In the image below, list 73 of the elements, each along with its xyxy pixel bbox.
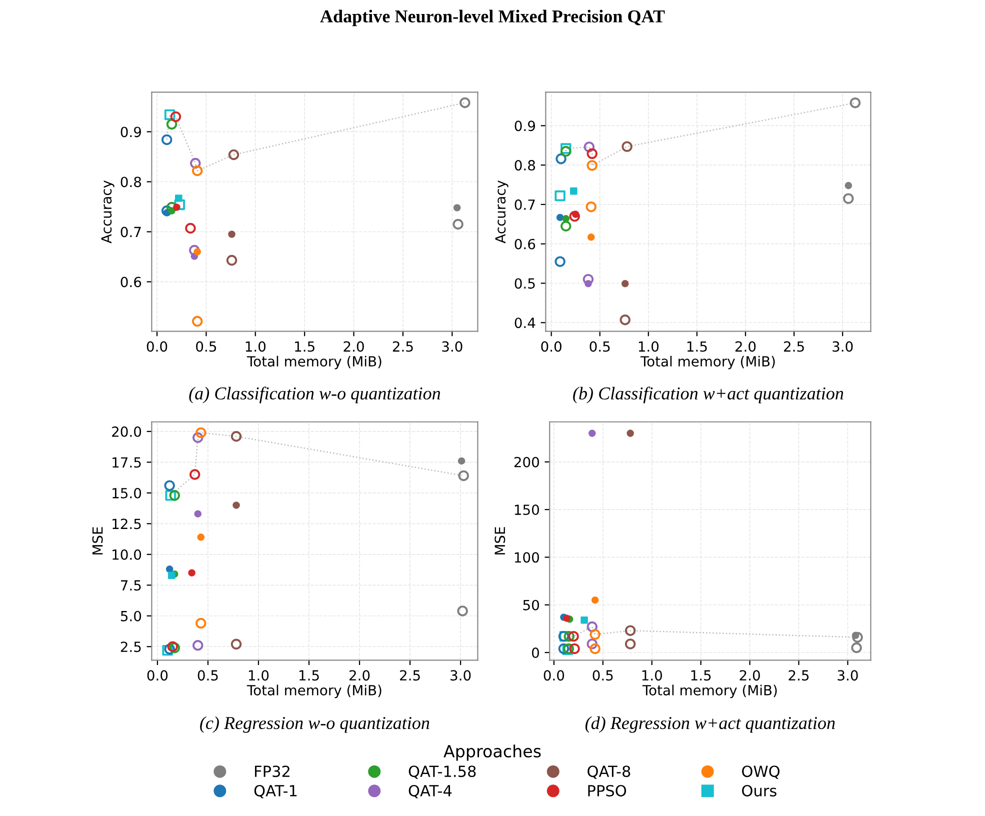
x-tick-label: 3.0 [450,670,471,681]
x-tick-label: 2.0 [740,670,760,681]
x-tick-label: 1.5 [299,670,319,681]
x-tick-label: 1.5 [691,670,711,681]
legend-label: QAT-4 [408,784,452,798]
x-tick-label: 1.0 [248,670,269,681]
text: (a) Classification w-o quantization [189,386,440,404]
x-tick-label: 3.0 [838,670,858,681]
x-tick-label: 0.5 [590,341,610,352]
y-tick-label: 5.0 [120,610,142,622]
y-tick-label: 150 [514,504,539,516]
y-tick-label: 200 [514,456,539,468]
x-tick-label: 2.0 [735,341,756,352]
legend-label: FP32 [255,766,290,778]
y-axis-title: Accuracy [101,180,114,244]
legend-label: QAT-1.58 [408,766,476,779]
x-tick-label: 0.0 [544,670,564,681]
y-tick-label: 0.8 [120,176,142,188]
text: (c) Regression w-o quantization [200,716,430,733]
y-tick-label: 0.4 [514,318,536,328]
x-axis-title: Total memory (MiB) [640,356,775,370]
x-tick-label: 3.0 [832,341,853,352]
x-axis-title: Total memory (MiB) [642,684,777,698]
x-axis-title: Total memory (MiB) [246,356,382,370]
y-tick-label: 0.6 [514,238,536,250]
y-tick-label: 0.9 [120,126,141,138]
x-tick-label: 0.5 [196,341,216,352]
x-tick-label: 2.0 [344,341,364,352]
y-tick-label: 0.7 [120,226,141,238]
x-tick-label: 2.0 [349,670,370,681]
x-tick-label: 0.0 [541,341,562,352]
y-tick-label: 7.5 [121,580,141,591]
x-tick-label: 1.0 [638,341,659,352]
x-tick-label: 3.0 [442,341,462,352]
legend-label: Ours [742,784,776,796]
text: (b) Classification w+act quantization [573,386,844,404]
legend-title: Approaches [444,744,541,761]
x-tick-label: 0.0 [146,341,168,352]
chart-title: Adaptive Neuron-level Mixed Precision QAT [320,10,665,26]
y-axis-title: MSE [494,527,506,554]
y-tick-label: 0 [532,647,539,658]
x-tick-label: 1.5 [295,341,314,352]
x-tick-label: 0.5 [592,670,613,681]
y-tick-label: 0.5 [514,278,535,289]
legend-label: PPSO [588,784,626,796]
y-tick-label: 20.0 [112,426,142,437]
x-tick-label: 2.5 [392,341,413,352]
legend-label: OWQ [742,766,780,779]
y-tick-label: 2.5 [120,642,141,652]
legend-label: QAT-1 [254,784,297,798]
y-axis-title: Accuracy [495,180,508,244]
y-tick-label: 0.8 [514,160,536,171]
x-tick-label: 0.5 [198,670,218,681]
y-tick-label: 12.5 [112,518,141,530]
y-tick-label: 15.0 [112,488,142,498]
x-tick-label: 2.5 [784,341,804,352]
y-tick-label: 0.7 [514,199,535,210]
legend-label: QAT-8 [588,766,630,779]
y-tick-label: 0.6 [120,276,142,288]
y-tick-label: 17.5 [112,457,141,468]
y-tick-label: 100 [514,552,539,563]
x-tick-label: 1.0 [642,670,662,681]
y-tick-label: 0.9 [514,120,535,132]
y-tick-label: 50 [523,600,539,610]
x-tick-label: 2.5 [788,670,809,681]
x-tick-label: 1.0 [246,341,266,352]
x-tick-label: 2.5 [400,670,420,681]
y-axis-title: MSE [92,527,103,554]
x-tick-label: 0.0 [147,670,168,681]
x-tick-label: 1.5 [687,341,707,352]
text: (d) Regression w+act quantization [585,716,835,733]
y-tick-label: 10.0 [112,549,142,560]
x-axis-title: Total memory (MiB) [246,684,382,698]
